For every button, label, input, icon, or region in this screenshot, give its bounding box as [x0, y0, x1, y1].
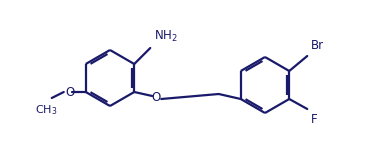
Text: NH$_2$: NH$_2$	[154, 29, 178, 44]
Text: CH$_3$: CH$_3$	[34, 103, 57, 117]
Text: O: O	[65, 85, 74, 99]
Text: Br: Br	[311, 39, 324, 52]
Text: O: O	[152, 90, 161, 104]
Text: F: F	[311, 113, 318, 126]
